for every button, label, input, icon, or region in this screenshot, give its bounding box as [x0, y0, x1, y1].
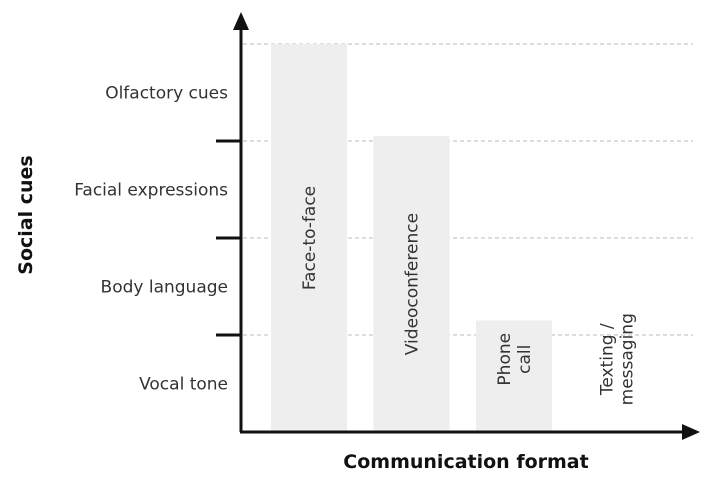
- bar: [476, 320, 552, 432]
- svg-text:Phonecall: Phonecall: [495, 333, 535, 386]
- svg-text:Texting /messaging: Texting /messaging: [598, 313, 638, 405]
- x-axis-title: Communication format: [343, 451, 588, 473]
- y-tick-label: Olfactory cues: [105, 84, 228, 104]
- y-axis-arrow: [233, 12, 249, 30]
- y-tick-label: Facial expressions: [74, 181, 228, 201]
- bar-label: Texting /messaging: [598, 313, 638, 405]
- axes: [233, 12, 700, 440]
- svg-text:Videoconference: Videoconference: [403, 213, 423, 355]
- y-tick-label: Vocal tone: [139, 375, 228, 395]
- x-axis-arrow: [682, 424, 700, 440]
- y-axis-title: Social cues: [15, 155, 37, 274]
- grid-lines: [243, 43, 693, 336]
- y-tick-label: Body language: [101, 278, 228, 298]
- bar-label: Phonecall: [495, 333, 535, 386]
- bar: [373, 136, 450, 432]
- y-tick-labels: Vocal tone Body language Facial expression…: [74, 84, 228, 395]
- bar-label: Videoconference: [403, 213, 423, 355]
- bar: [271, 44, 347, 432]
- bar-label: Face-to-face: [300, 186, 320, 290]
- y-ticks: [216, 139, 241, 337]
- bar-labels: Face-to-face Videoconference Phonecall Text…: [300, 186, 638, 406]
- svg-text:Face-to-face: Face-to-face: [300, 186, 320, 290]
- bars: [271, 44, 552, 432]
